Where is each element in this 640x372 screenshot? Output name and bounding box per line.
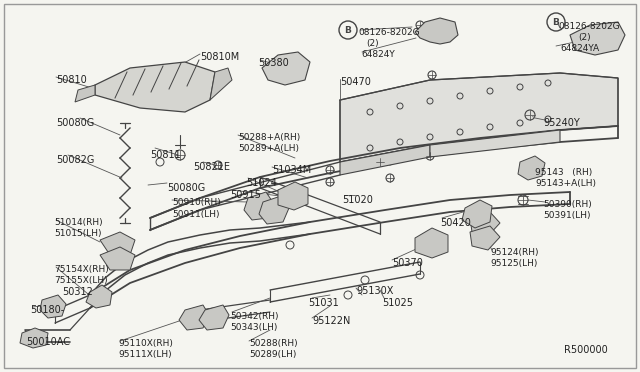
- Text: 50370: 50370: [392, 258, 423, 268]
- Polygon shape: [415, 18, 458, 44]
- Text: 50420: 50420: [440, 218, 471, 228]
- Text: 50080G: 50080G: [56, 118, 94, 128]
- Text: 50180-: 50180-: [30, 305, 64, 315]
- Text: 51025: 51025: [382, 298, 413, 308]
- Text: B: B: [552, 17, 559, 26]
- Text: 50821E: 50821E: [193, 162, 230, 172]
- Text: 95130X: 95130X: [356, 286, 394, 296]
- Polygon shape: [470, 226, 500, 250]
- Text: 95110X(RH): 95110X(RH): [118, 339, 173, 348]
- Text: 50289(LH): 50289(LH): [249, 350, 296, 359]
- Polygon shape: [259, 196, 289, 224]
- Text: 50343(LH): 50343(LH): [230, 323, 277, 332]
- Text: 75154X(RH): 75154X(RH): [54, 265, 109, 274]
- Text: 50470: 50470: [340, 77, 371, 87]
- Polygon shape: [340, 145, 430, 175]
- Polygon shape: [86, 285, 112, 308]
- Polygon shape: [518, 156, 545, 180]
- Text: 50910(RH): 50910(RH): [172, 198, 221, 207]
- Polygon shape: [415, 228, 448, 258]
- Text: 75155X(LH): 75155X(LH): [54, 276, 108, 285]
- Text: (2): (2): [366, 39, 379, 48]
- Polygon shape: [430, 130, 560, 157]
- Text: 95124(RH): 95124(RH): [490, 248, 538, 257]
- Text: 08126-8202G: 08126-8202G: [358, 28, 420, 37]
- Polygon shape: [100, 232, 135, 255]
- Polygon shape: [210, 68, 232, 100]
- Polygon shape: [100, 247, 135, 270]
- Text: 95143   (RH): 95143 (RH): [535, 168, 592, 177]
- Polygon shape: [470, 212, 500, 236]
- Text: 50810M: 50810M: [200, 52, 239, 62]
- Text: R500000: R500000: [564, 345, 608, 355]
- Text: B: B: [344, 26, 351, 35]
- Text: 51031: 51031: [308, 298, 339, 308]
- Text: 50380: 50380: [258, 58, 289, 68]
- Polygon shape: [95, 62, 215, 112]
- Text: 95143+A(LH): 95143+A(LH): [535, 179, 596, 188]
- Polygon shape: [20, 328, 48, 348]
- Text: 95122N: 95122N: [312, 316, 350, 326]
- Text: 64824YA: 64824YA: [560, 44, 599, 53]
- Text: 08126-8202G: 08126-8202G: [558, 22, 620, 31]
- Text: 50288+A(RH): 50288+A(RH): [238, 133, 300, 142]
- Text: 64824Y: 64824Y: [361, 50, 395, 59]
- Text: 50312: 50312: [62, 287, 93, 297]
- Polygon shape: [75, 85, 95, 102]
- Text: 50391(LH): 50391(LH): [543, 211, 591, 220]
- Polygon shape: [262, 52, 310, 85]
- Text: 51014(RH): 51014(RH): [54, 218, 102, 227]
- Polygon shape: [340, 73, 618, 162]
- Polygon shape: [199, 305, 229, 330]
- Text: 50811: 50811: [150, 150, 180, 160]
- Text: 50390(RH): 50390(RH): [543, 200, 592, 209]
- Polygon shape: [462, 200, 492, 228]
- Text: 50915: 50915: [230, 190, 261, 200]
- Text: 50810: 50810: [56, 75, 87, 85]
- Text: 95111X(LH): 95111X(LH): [118, 350, 172, 359]
- Text: 51024: 51024: [246, 178, 277, 188]
- Text: (2): (2): [578, 33, 591, 42]
- Text: 50288(RH): 50288(RH): [249, 339, 298, 348]
- Polygon shape: [278, 182, 308, 210]
- Text: 50080G: 50080G: [167, 183, 205, 193]
- Text: 50289+A(LH): 50289+A(LH): [238, 144, 299, 153]
- Polygon shape: [570, 22, 625, 55]
- Text: 50082G: 50082G: [56, 155, 94, 165]
- Polygon shape: [179, 305, 209, 330]
- Text: 51020: 51020: [342, 195, 373, 205]
- Text: 95240Y: 95240Y: [543, 118, 580, 128]
- Text: 51015(LH): 51015(LH): [54, 229, 102, 238]
- Text: 95125(LH): 95125(LH): [490, 259, 538, 268]
- Polygon shape: [40, 295, 66, 318]
- Text: 50010AC: 50010AC: [26, 337, 70, 347]
- Text: 50342(RH): 50342(RH): [230, 312, 278, 321]
- Polygon shape: [244, 192, 274, 220]
- Text: 50911(LH): 50911(LH): [172, 210, 220, 219]
- Text: 51034M: 51034M: [272, 165, 311, 175]
